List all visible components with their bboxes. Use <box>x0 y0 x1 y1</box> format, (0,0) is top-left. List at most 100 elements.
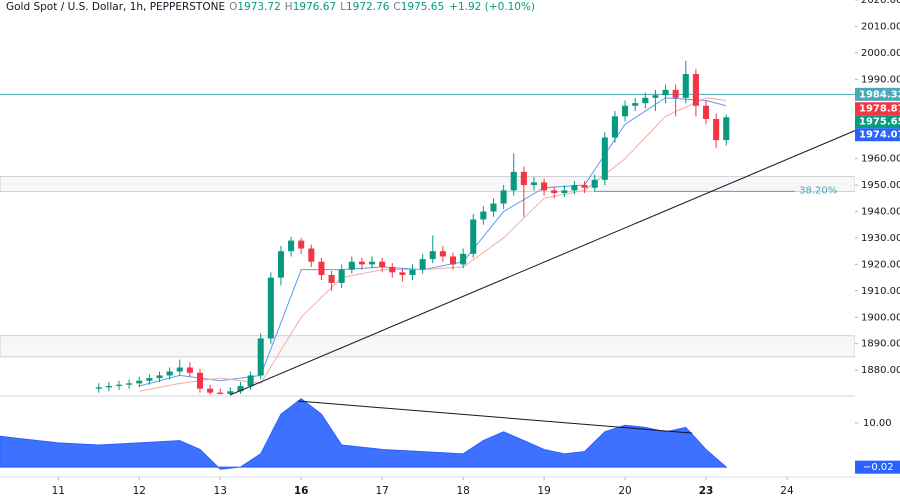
candle-body <box>267 277 274 339</box>
candle-body <box>611 116 618 138</box>
candle-body <box>692 74 699 106</box>
y-tick-label: 1920.00 <box>861 259 900 270</box>
candle-body <box>257 338 264 376</box>
candle-body <box>247 375 254 387</box>
y-tick-label: 1880.00 <box>861 365 900 376</box>
y-tick-label: 1960.00 <box>861 154 900 165</box>
candle-body <box>409 269 416 275</box>
candle-body <box>358 261 365 265</box>
candle-body <box>166 371 173 376</box>
candle-body <box>156 375 163 379</box>
ohlc-value: 1976.67 <box>292 1 337 13</box>
moving-average <box>139 97 727 387</box>
y2-tick-label: 10.00 <box>863 418 892 429</box>
candle-body <box>591 179 598 188</box>
candle-body <box>318 261 325 275</box>
x-tick-label: 12 <box>133 485 146 497</box>
price-badge-label: 1974.07 <box>859 130 900 141</box>
y-tick-label: 1940.00 <box>861 207 900 218</box>
candle-body <box>561 190 568 194</box>
candle-body <box>530 182 538 186</box>
y-tick-label: 1950.00 <box>861 180 900 191</box>
candle-body <box>429 251 436 260</box>
x-tick-label: 23 <box>699 485 714 497</box>
price-badge <box>855 115 900 129</box>
price-badge <box>855 87 900 101</box>
candle-body <box>146 378 153 381</box>
x-tick-label: 13 <box>214 485 227 497</box>
y-tick-label: 1910.00 <box>861 286 900 297</box>
y-tick-label: 1890.00 <box>861 339 900 350</box>
candle-body <box>662 89 669 96</box>
x-tick-label: 19 <box>537 485 550 497</box>
price-badge-label: 1984.32 <box>859 89 900 100</box>
candle-body <box>571 185 578 191</box>
candle-body <box>520 171 527 186</box>
candle-body <box>541 182 548 191</box>
candle-body <box>196 372 204 389</box>
moving-average <box>139 97 727 392</box>
candle-body <box>399 272 406 275</box>
x-tick-label: 17 <box>375 485 388 497</box>
candle-body <box>470 219 477 254</box>
y-tick-label: 2010.00 <box>861 21 900 32</box>
x-tick-label: 11 <box>52 485 65 497</box>
candle-body <box>601 137 608 180</box>
candle-body <box>672 89 679 98</box>
candle-body <box>642 97 649 104</box>
candle-body <box>723 117 730 141</box>
oscillator-trendline <box>297 400 693 434</box>
x-tick-label: 20 <box>618 485 631 497</box>
candle-body <box>217 392 224 394</box>
candle-body <box>622 105 629 117</box>
candle-body <box>460 253 467 265</box>
candle-body <box>136 380 143 384</box>
candle-body <box>95 387 102 389</box>
header: Gold Spot / U.S. Dollar, 1h, PEPPERSTONE… <box>6 1 535 13</box>
price-badge <box>855 102 900 116</box>
candle-body <box>115 384 123 387</box>
ohlc-value: 1972.76 <box>345 1 390 13</box>
y-tick-label: 1990.00 <box>861 74 900 85</box>
change: +1.92 (+0.10%) <box>449 1 536 13</box>
candle-body <box>439 251 446 257</box>
zone <box>0 176 856 192</box>
price-axis <box>855 0 900 477</box>
candle-body <box>510 171 517 191</box>
candle-body <box>105 386 112 388</box>
candle-body <box>449 256 457 265</box>
candle-body <box>632 103 639 106</box>
candle-body <box>500 190 507 204</box>
candle-body <box>227 391 234 394</box>
candle-body <box>348 261 355 270</box>
trendline <box>229 130 856 396</box>
y-tick-label: 2000.00 <box>861 48 900 59</box>
ohlc-value: 1973.72 <box>237 1 281 13</box>
candle-body <box>186 367 193 373</box>
ohlc-label: L <box>340 1 346 13</box>
candle-body <box>419 259 426 270</box>
candle-body <box>379 261 386 268</box>
oscillator-badge <box>855 460 900 474</box>
candle-body <box>581 185 588 188</box>
candle-body <box>551 190 558 194</box>
candle-body <box>277 251 284 278</box>
candle-body <box>652 95 659 98</box>
candle-body <box>338 269 345 283</box>
price-badge-label: 1975.65 <box>859 117 900 128</box>
symbol: Gold Spot / U.S. Dollar, 1h, PEPPERSTONE <box>6 1 226 13</box>
oscillator-area <box>0 398 727 470</box>
ohlc-label: O <box>229 1 238 13</box>
candle-body <box>389 267 396 273</box>
candle-body <box>713 118 720 141</box>
zone <box>0 335 856 358</box>
x-tick-label: 18 <box>456 485 469 497</box>
candle-body <box>480 211 487 220</box>
oscillator-badge-label: −0.02 <box>863 462 894 473</box>
candle-body <box>298 240 305 249</box>
y-tick-label: 2020.00 <box>861 0 900 6</box>
x-tick-label: 24 <box>780 485 794 497</box>
candle-body <box>490 203 497 212</box>
